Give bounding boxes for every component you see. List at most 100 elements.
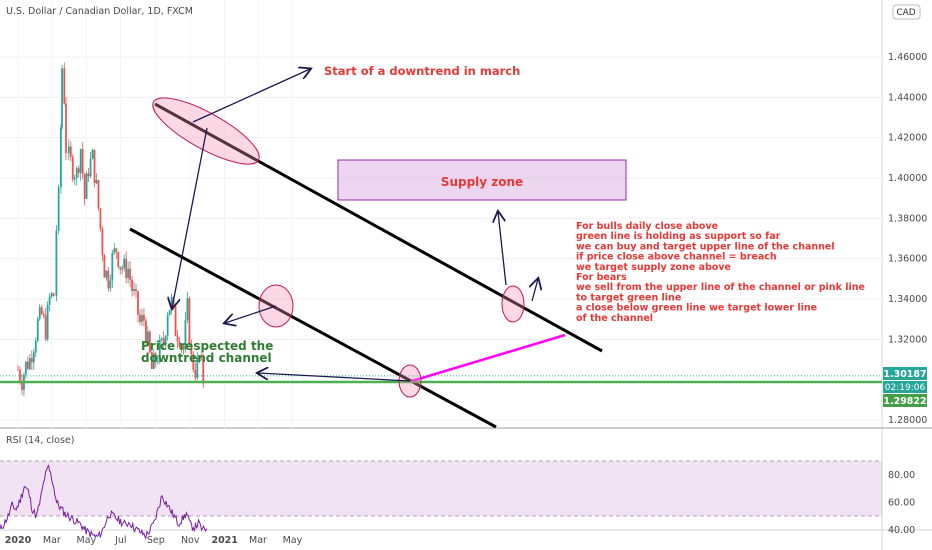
candle-body [184,319,187,350]
candle-body [174,306,177,336]
candle-body [91,149,94,159]
channel-lower-line[interactable] [129,227,497,429]
candle-body [21,380,23,390]
arrow-to-start-label [192,69,310,123]
candle-body [71,156,74,180]
candle-body [160,338,163,340]
candle-body [81,149,84,175]
time-tick: 2020 [5,535,32,546]
candle-body [19,369,21,381]
rsi-tick: 80.00 [888,470,915,481]
candle-body [25,361,27,375]
candle-body [117,251,120,267]
currency-label: CAD [896,8,915,18]
candle-body [40,307,43,314]
candle-body [28,358,31,369]
candle-body [34,340,37,353]
candle-body [182,346,185,350]
candle-body [113,248,116,253]
candle-body [156,360,159,363]
price-tick: 1.32000 [888,334,927,345]
candle-body [121,268,124,270]
candle-body [190,344,193,355]
ellipse-right[interactable] [501,285,525,323]
candle-body [79,149,82,173]
time-tick: Nov [181,535,200,546]
note-line: we target supply zone above [576,262,731,273]
candle-body [50,293,53,297]
price-tick: 1.40000 [888,173,927,184]
candle-body [115,248,118,252]
candle-body [202,358,205,384]
pink-trendline[interactable] [411,333,566,383]
candle-body [109,280,112,289]
candle-body [103,255,106,278]
candle-body [145,320,147,343]
price-axis[interactable]: 1.46000 1.44000 1.42000 1.40000 1.38000 1.360… [888,52,927,426]
candle-body [194,369,197,378]
respected-label-1: Price respected the [141,339,273,353]
candle-body [129,268,131,280]
candle-body [119,266,122,270]
start-downtrend-label: Start of a downtrend in march [324,64,520,78]
arrow-up-right [532,279,538,302]
candle-body [44,315,47,340]
time-tick: Mar [249,535,267,546]
candle-body [166,315,169,337]
candle-body [89,158,92,177]
supply-zone-box[interactable] [337,159,627,201]
candle-body [46,304,49,340]
candle-body [186,298,189,320]
time-tick: Mar [43,535,61,546]
channel-upper-line[interactable] [154,102,603,353]
rsi-tick: 60.00 [888,498,915,509]
countdown-value: 02:19:06 [885,383,926,393]
support-price-tag [883,394,927,407]
note-line: green line is holding as support so far [576,231,781,242]
supply-zone-label: Supply zone [441,175,523,189]
candle-body [63,68,66,104]
candle-body [111,252,114,281]
price-tick: 1.46000 [888,52,927,63]
time-axis[interactable]: 2020 Mar May Jul Sep Nov 2021 Mar May [5,535,303,546]
note-line: to target green line [576,292,681,303]
candle-body [127,268,130,278]
candle-body [65,103,67,154]
candle-body [42,313,45,316]
price-tick: 1.38000 [888,213,927,224]
price-tick: 1.28000 [888,415,927,426]
candle-body [146,331,149,343]
candle-body [61,68,63,128]
candle-body [131,279,133,291]
candle-body [168,310,171,316]
candle-body [99,208,102,229]
candle-body [123,258,126,269]
candle-body [150,352,153,369]
chart-title: U.S. Dollar / Canadian Dollar, 1D, FXCM [6,6,193,17]
countdown-tag [883,381,927,393]
candle-body [30,358,33,363]
note-line: For bears [576,272,627,283]
price-tick: 1.44000 [888,92,927,103]
candle-body [125,258,128,278]
note-line: if price close above channel = breach [576,252,777,263]
rsi-line[interactable] [0,464,208,541]
candle-body [198,357,201,359]
candle-body [200,357,203,359]
candle-body [164,336,167,346]
currency-badge[interactable] [892,4,921,20]
rsi-tick: 40.00 [888,525,915,536]
time-tick: Jul [114,535,126,546]
time-tick: May [283,535,303,546]
candle-body [77,168,80,173]
arrow-left-mid [225,305,277,323]
main-pane[interactable] [0,0,882,428]
arrow-up-supply [498,212,507,286]
candle-body [75,168,78,178]
candle-body [107,270,110,289]
arrow-down-left [172,127,208,308]
candle-body [141,315,143,322]
